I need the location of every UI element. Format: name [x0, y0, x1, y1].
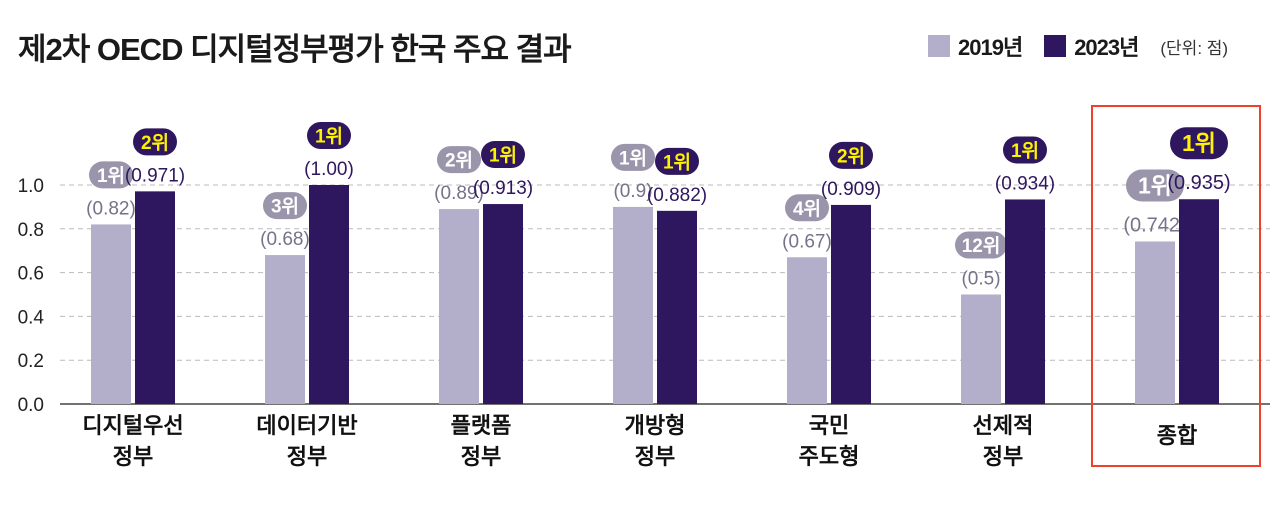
category-label: 정부 [635, 444, 675, 469]
data-label: (0.971) [125, 165, 185, 186]
category-label: 국민 [809, 413, 849, 438]
rank-badge [955, 231, 1007, 259]
rank-badge [263, 192, 307, 220]
rank-badge-text: 2위 [837, 145, 865, 167]
bar-2019 [91, 224, 131, 404]
category-label: 선제적 [973, 413, 1034, 438]
rank-badge-text: 2위 [445, 150, 473, 172]
data-label: (0.68) [260, 229, 310, 250]
data-label: (0.882) [647, 185, 707, 206]
category-label: 정부 [983, 444, 1023, 469]
data-label: (0.9) [613, 181, 652, 202]
y-tick-label: 0.8 [18, 220, 44, 241]
bar-2019 [265, 255, 305, 404]
rank-badge-text: 3위 [271, 196, 299, 218]
data-label: (0.89) [434, 183, 484, 204]
bar-2023 [483, 204, 523, 404]
rank-badge [1003, 136, 1047, 164]
bar-2023 [309, 185, 349, 404]
data-label: (0.5) [961, 269, 1000, 290]
category-label: 플랫폼 [451, 413, 512, 438]
rank-badge [829, 141, 873, 169]
legend-swatch-2019 [928, 35, 950, 57]
bar-2019 [1135, 241, 1175, 404]
data-label: (0.913) [473, 178, 533, 199]
bar-2023 [657, 210, 697, 404]
bar-2019 [439, 209, 479, 404]
rank-badge [133, 128, 177, 156]
rank-badge [655, 147, 699, 175]
rank-badge [785, 194, 829, 222]
rank-badge-text: 1위 [1182, 130, 1216, 156]
data-label: (0.909) [821, 179, 881, 200]
bar-2019 [613, 206, 653, 404]
data-label: (0.67) [782, 231, 832, 252]
rank-badge-text: 1위 [1138, 173, 1172, 199]
rank-badge-text: 1위 [97, 165, 125, 187]
highlight-box [1091, 105, 1261, 467]
category-label: 종합 [1157, 423, 1197, 448]
category-label: 정부 [287, 444, 327, 469]
y-tick-label: 0.4 [18, 307, 45, 328]
category-label: 디지털우선 [82, 413, 183, 438]
y-tick-label: 1.0 [18, 176, 44, 197]
bar-2023 [1005, 199, 1045, 404]
data-label: (0.935) [1167, 172, 1230, 194]
data-label: (0.742) [1123, 215, 1186, 237]
rank-badge [611, 143, 655, 171]
data-label: (0.82) [86, 198, 136, 219]
rank-badge-text: 1위 [1011, 140, 1039, 162]
rank-badge [89, 161, 133, 189]
rank-badge-text: 12위 [962, 235, 1001, 257]
rank-badge [1170, 127, 1228, 160]
bar-2023 [135, 191, 175, 404]
y-tick-label: 0.6 [18, 264, 44, 285]
chart-title: 제2차 OECD 디지털정부평가 한국 주요 결과 [18, 32, 572, 67]
y-tick-label: 0.2 [18, 351, 44, 372]
legend-label-2023: 2023년 [1074, 35, 1139, 60]
unit-label: (단위: 점) [1160, 38, 1229, 58]
category-label: 데이터기반 [256, 413, 357, 438]
category-label: 개방형 [625, 413, 686, 438]
rank-badge-text: 1위 [663, 151, 691, 173]
category-label: 정부 [113, 444, 153, 469]
legend-swatch-2023 [1044, 35, 1067, 57]
y-tick-label: 0.0 [18, 395, 44, 416]
bar-2019 [787, 257, 827, 404]
rank-badge-text: 4위 [793, 198, 821, 220]
data-label: (0.934) [995, 173, 1055, 194]
bar-2023 [1179, 199, 1219, 404]
rank-badge-text: 1위 [489, 145, 517, 167]
bar-2019 [961, 294, 1001, 404]
rank-badge-text: 1위 [619, 147, 647, 169]
category-label: 주도형 [799, 444, 860, 469]
rank-badge [307, 122, 351, 149]
legend-label-2019: 2019년 [958, 35, 1023, 60]
rank-badge [437, 146, 481, 174]
data-label: (1.00) [304, 159, 354, 180]
bar-2023 [831, 204, 871, 404]
category-label: 정부 [461, 444, 501, 469]
rank-badge [1126, 169, 1184, 202]
legend: 2019년 2023년 (단위: 점) [928, 30, 1228, 62]
rank-badge-text: 1위 [315, 126, 343, 148]
rank-badge [481, 141, 525, 169]
rank-badge-text: 2위 [141, 132, 169, 154]
